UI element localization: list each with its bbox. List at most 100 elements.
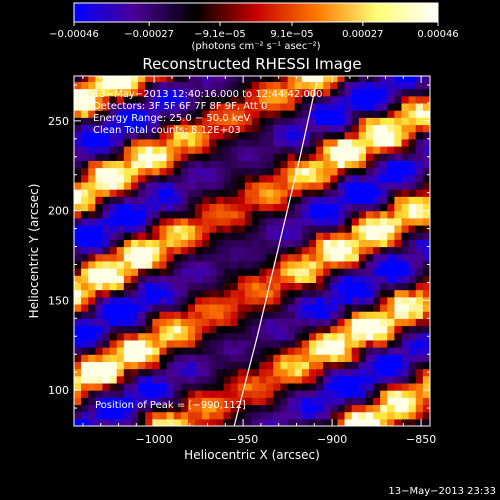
heatmap-cell [408,382,417,391]
heatmap-cell [273,375,282,384]
heatmap-cell [358,181,367,190]
heatmap-cell [387,239,395,248]
heatmap-cell [123,102,132,111]
heatmap-cell [301,289,310,298]
heatmap-cell [74,375,82,384]
heatmap-cell [81,81,89,90]
heatmap-cell [159,397,168,406]
heatmap-cell [202,260,210,269]
heatmap-cell [209,224,217,233]
heatmap-cell [187,110,196,118]
heatmap-cell [373,311,381,319]
heatmap-cell [244,289,253,298]
heatmap-cell [259,210,267,219]
heatmap-cell [337,347,346,355]
heatmap-cell [202,318,210,327]
heatmap-cell [187,296,196,305]
heatmap-cell [323,217,331,226]
heatmap-cell [394,210,403,219]
heatmap-cell [159,232,168,240]
heatmap-cell [280,354,289,362]
heatmap-cell [109,268,118,276]
heatmap-cell [74,325,82,334]
heatmap-cell [152,167,161,176]
heatmap-cell [216,311,225,319]
heatmap-cell [316,390,324,398]
heatmap-cell [173,368,182,377]
heatmap-cell [301,339,310,348]
heatmap-cell [74,311,82,319]
heatmap-cell [95,390,104,398]
heatmap-cell [180,411,189,420]
heatmap-cell [323,368,331,377]
heatmap-cell [373,124,381,133]
heatmap-cell [252,153,260,161]
heatmap-cell [294,268,303,276]
heatmap-cell [195,296,203,305]
heatmap-cell [323,325,331,334]
colorbar-tick-label: −0.00027 [124,29,174,40]
heatmap-cell [344,76,353,82]
heatmap-cell [373,354,381,362]
heatmap-cell [95,167,104,176]
heatmap-cell [138,382,146,391]
heatmap-cell [244,332,253,341]
heatmap-cell [415,174,424,183]
heatmap-cell [266,160,274,169]
heatmap-cell [323,224,331,233]
heatmap-cell [252,411,260,420]
heatmap-cell [401,318,410,327]
heatmap-cell [280,76,289,82]
heatmap-cell [252,361,260,370]
heatmap-cell [323,354,331,362]
heatmap-cell [202,160,210,169]
heatmap-cell [287,418,296,426]
heatmap-cell [187,181,196,190]
heatmap-cell [180,311,189,319]
heatmap-cell [74,275,82,284]
heatmap-cell [230,196,239,205]
heatmap-cell [358,146,367,154]
heatmap-cell [301,217,310,226]
heatmap-cell [173,404,182,413]
heatmap-cell [81,282,89,291]
heatmap-cell [202,110,210,118]
heatmap-cell [180,347,189,355]
heatmap-cell [116,311,125,319]
heatmap-cell [316,110,324,118]
heatmap-cell [195,217,203,226]
heatmap-cell [280,189,289,197]
heatmap-cell [380,153,388,161]
heatmap-cell [88,418,96,426]
heatmap-cell [422,246,430,255]
heatmap-cell [95,210,104,219]
heatmap-cell [259,382,267,391]
heatmap-cell [187,390,196,398]
heatmap-cell [152,268,161,276]
heatmap-cell [408,146,417,154]
heatmap-cell [394,260,403,269]
heatmap-cell [401,311,410,319]
heatmap-cell [88,203,96,212]
heatmap-cell [244,275,253,284]
heatmap-cell [330,146,339,154]
heatmap-cell [308,418,317,426]
heatmap-cell [88,88,96,97]
heatmap-cell [230,174,239,183]
heatmap-cell [259,146,267,154]
heatmap-cell [294,361,303,370]
heatmap-cell [209,382,217,391]
heatmap-cell [330,160,339,169]
heatmap-cell [280,268,289,276]
heatmap-cell [116,253,125,262]
heatmap-cell [216,418,225,426]
heatmap-cell [195,318,203,327]
heatmap-cell [159,224,168,233]
heatmap-cell [116,246,125,255]
heatmap-cell [422,95,430,104]
heatmap-cell [351,81,360,90]
heatmap-cell [88,124,96,133]
heatmap-cell [74,253,82,262]
heatmap-cell [74,167,82,176]
heatmap-cell [415,76,424,82]
